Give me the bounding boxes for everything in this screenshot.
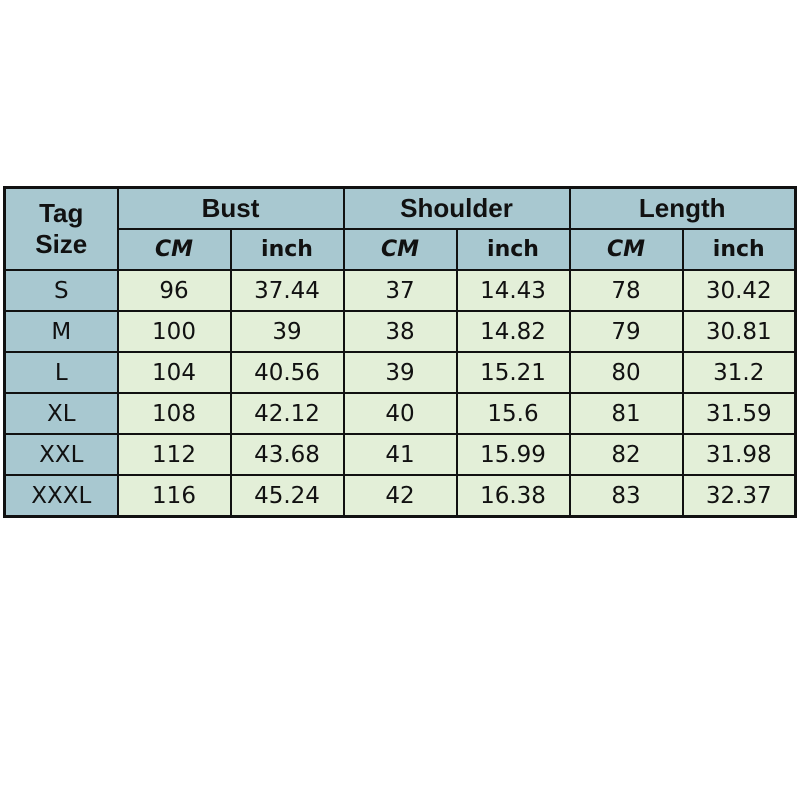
table-row: L 104 40.56 39 15.21 80 31.2 [3, 351, 797, 394]
value-cell: 30.81 [681, 310, 797, 353]
table-row: XXXL 116 45.24 42 16.38 83 32.37 [3, 474, 797, 518]
unit-header: inch [455, 228, 571, 271]
value-cell: 31.2 [681, 351, 797, 394]
value-cell: 39 [229, 310, 345, 353]
value-cell: 42 [342, 474, 458, 518]
value-cell: 40.56 [229, 351, 345, 394]
value-cell: 78 [568, 269, 684, 312]
table-row: S 96 37.44 37 14.43 78 30.42 [3, 269, 797, 312]
value-cell: 30.42 [681, 269, 797, 312]
size-cell: XXXL [3, 474, 119, 518]
value-cell: 79 [568, 310, 684, 353]
value-cell: 14.82 [455, 310, 571, 353]
value-cell: 37 [342, 269, 458, 312]
value-cell: 37.44 [229, 269, 345, 312]
value-cell: 116 [116, 474, 232, 518]
value-cell: 100 [116, 310, 232, 353]
unit-header: CM [342, 228, 458, 271]
value-cell: 45.24 [229, 474, 345, 518]
value-cell: 42.12 [229, 392, 345, 435]
value-cell: 80 [568, 351, 684, 394]
bust-header: Bust [116, 186, 345, 230]
table-row: M 100 39 38 14.82 79 30.81 [3, 310, 797, 353]
value-cell: 41 [342, 433, 458, 476]
unit-header: inch [229, 228, 345, 271]
size-cell: S [3, 269, 119, 312]
size-cell: XXL [3, 433, 119, 476]
value-cell: 38 [342, 310, 458, 353]
value-cell: 112 [116, 433, 232, 476]
unit-header: CM [116, 228, 232, 271]
size-cell: L [3, 351, 119, 394]
table-row: XXL 112 43.68 41 15.99 82 31.98 [3, 433, 797, 476]
header-row-groups: Tag Size Bust Shoulder Length [3, 186, 797, 271]
value-cell: 15.99 [455, 433, 571, 476]
value-cell: 96 [116, 269, 232, 312]
table-row: XL 108 42.12 40 15.6 81 31.59 [3, 392, 797, 435]
value-cell: 32.37 [681, 474, 797, 518]
value-cell: 43.68 [229, 433, 345, 476]
size-chart-table: Tag Size Bust Shoulder Length CM inch CM … [3, 186, 797, 518]
value-cell: 108 [116, 392, 232, 435]
value-cell: 16.38 [455, 474, 571, 518]
value-cell: 39 [342, 351, 458, 394]
value-cell: 82 [568, 433, 684, 476]
value-cell: 104 [116, 351, 232, 394]
length-header: Length [568, 186, 797, 230]
value-cell: 40 [342, 392, 458, 435]
tag-label: Tag [39, 198, 84, 228]
value-cell: 15.21 [455, 351, 571, 394]
shoulder-header: Shoulder [342, 186, 571, 230]
size-label: Size [35, 229, 88, 259]
header-row-units: CM inch CM inch CM inch [5, 228, 797, 271]
size-cell: M [3, 310, 119, 353]
value-cell: 31.59 [681, 392, 797, 435]
unit-header: inch [681, 228, 797, 271]
unit-header: CM [568, 228, 684, 271]
value-cell: 31.98 [681, 433, 797, 476]
value-cell: 15.6 [455, 392, 571, 435]
size-cell: XL [3, 392, 119, 435]
value-cell: 83 [568, 474, 684, 518]
value-cell: 81 [568, 392, 684, 435]
tag-size-header: Tag Size [3, 186, 119, 271]
value-cell: 14.43 [455, 269, 571, 312]
